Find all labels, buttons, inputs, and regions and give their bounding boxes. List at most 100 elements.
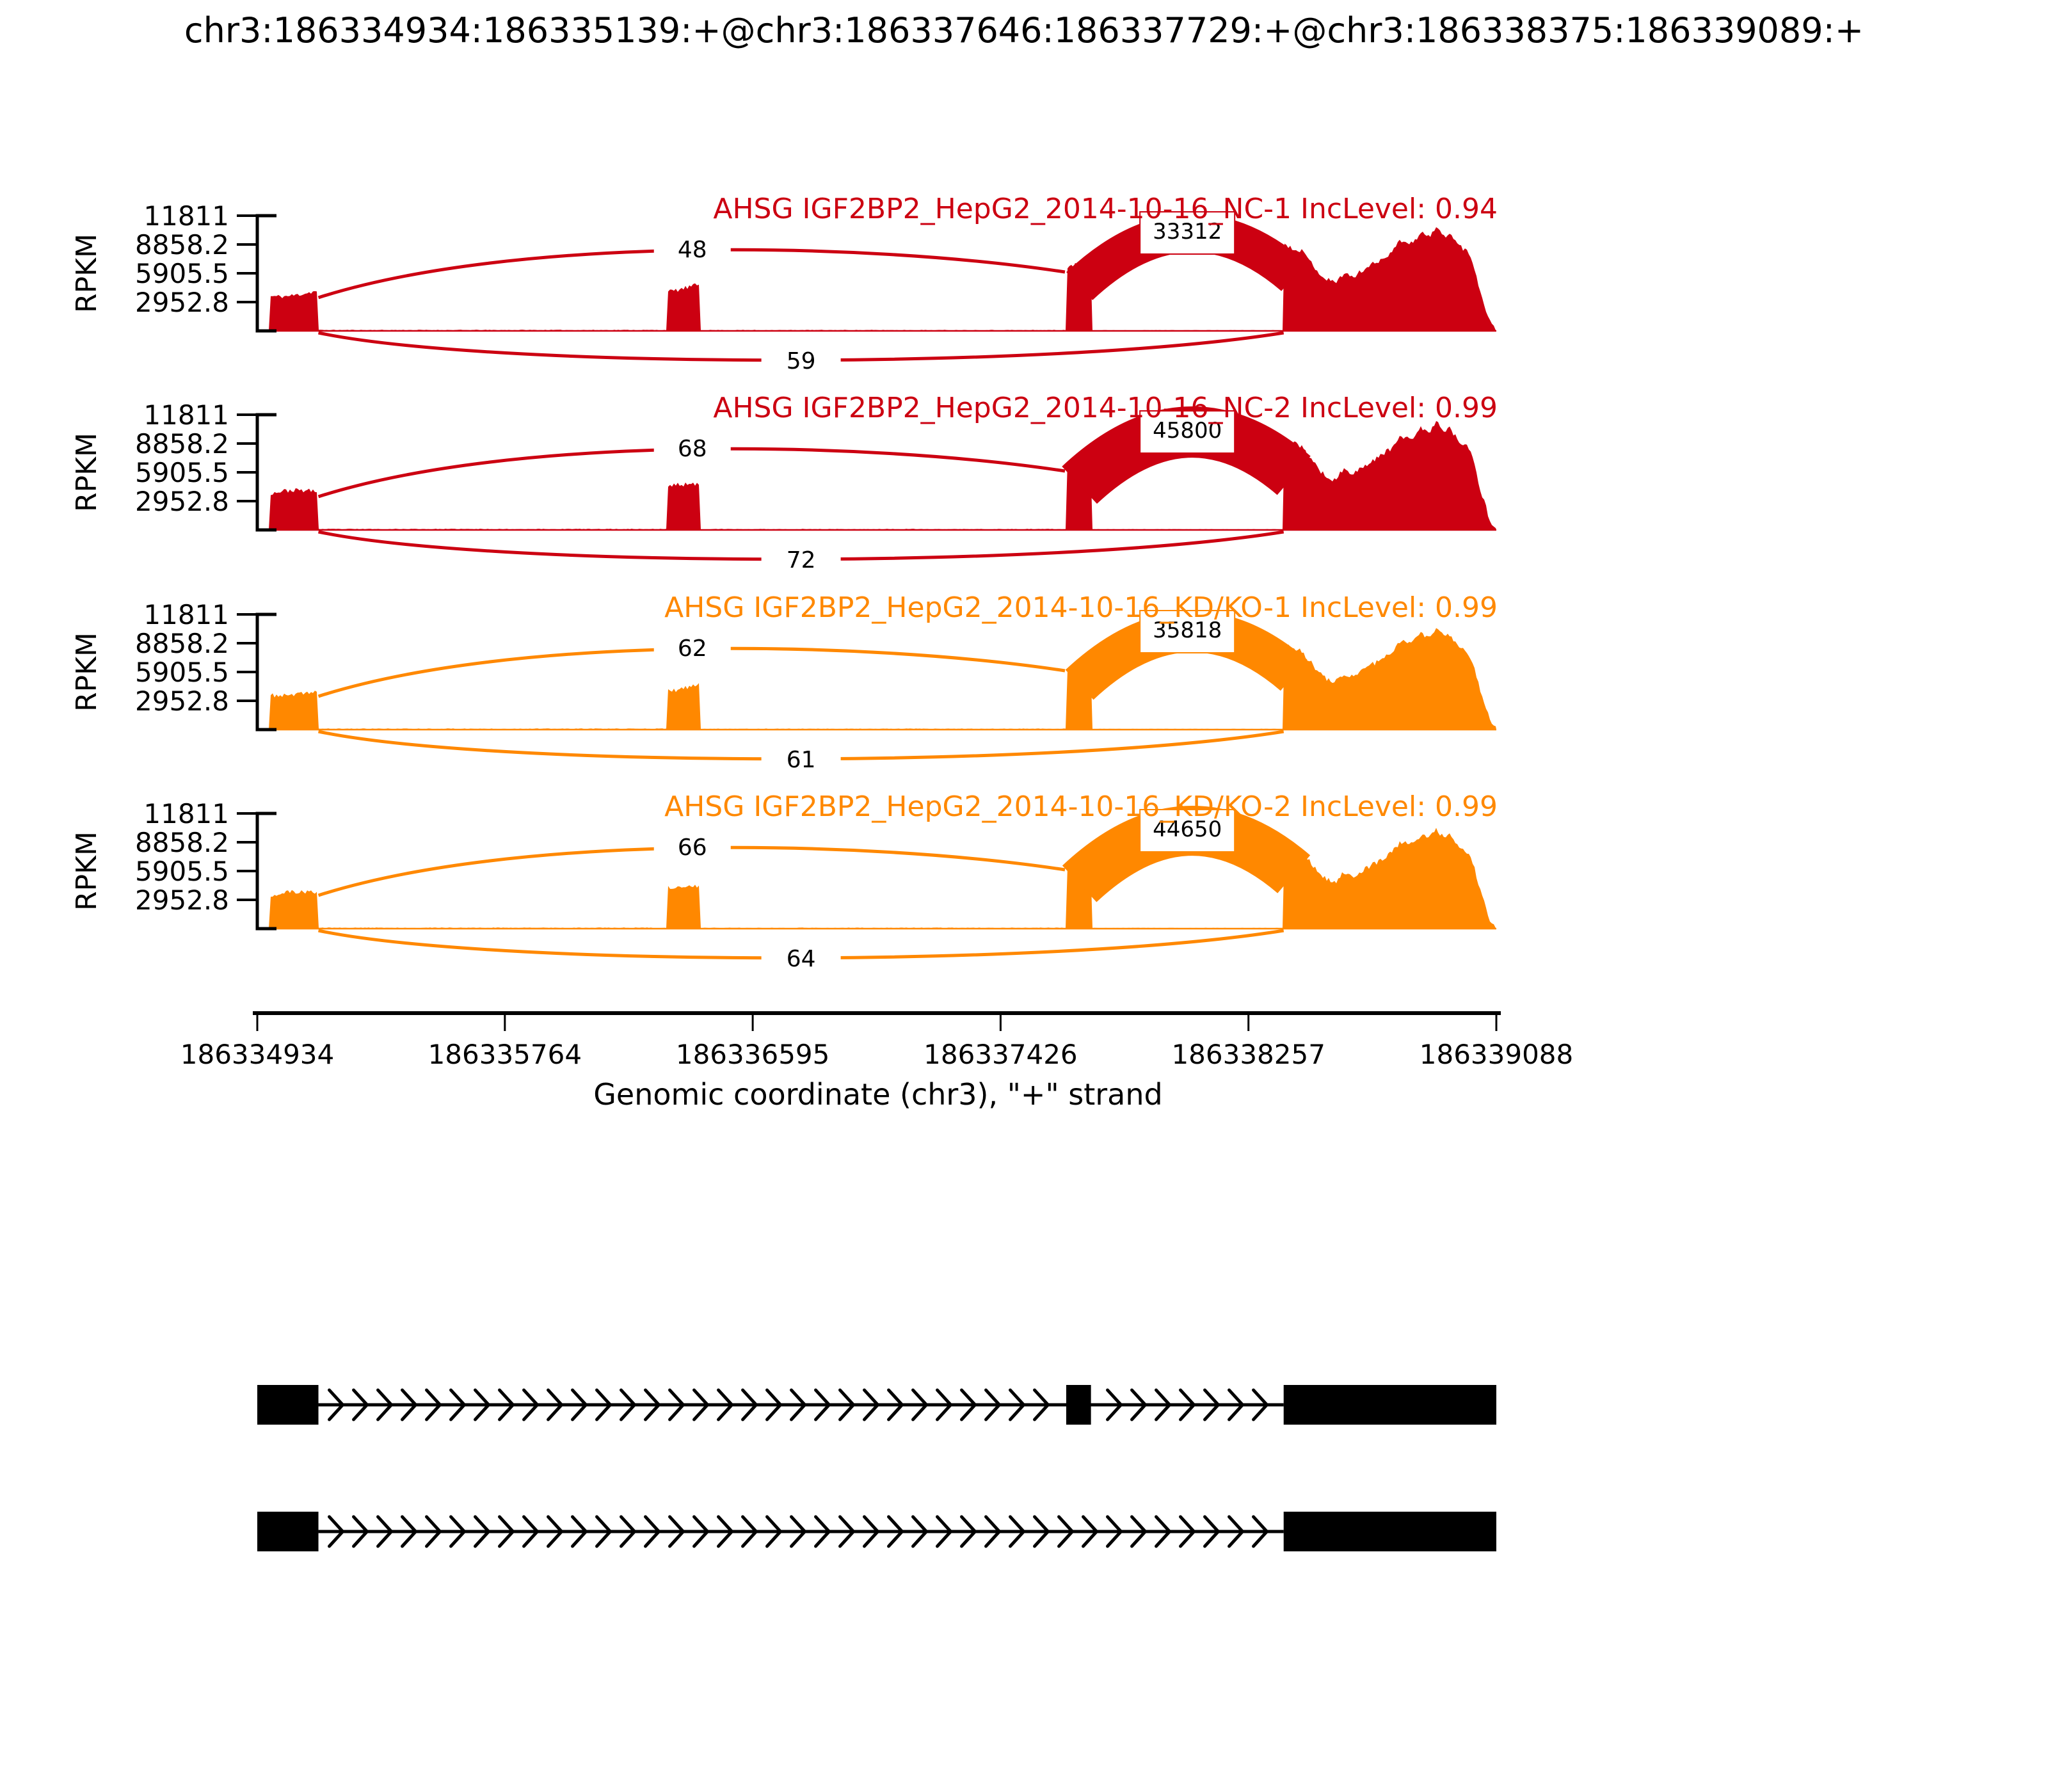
junction-label-gap [653,631,731,664]
strand-arrow [741,1388,758,1421]
strand-arrow [863,1388,880,1421]
strand-arrow [1130,1388,1148,1421]
strand-arrow [352,1388,369,1421]
track-title: AHSG IGF2BP2_HepG2_2014-10-16_KD/KO-1 In… [664,591,1498,624]
junction-count-box [1139,610,1236,653]
y-axis-title-group: RPKM [70,831,103,911]
track-title: AHSG IGF2BP2_HepG2_2014-10-16_NC-1 IncLe… [713,193,1498,225]
y-tick-label: 11811 [143,798,229,829]
x-tick-label: 186338257 [1171,1039,1325,1070]
strand-arrow [474,1388,491,1421]
junction-count-box [1139,211,1236,255]
strand-arrow [1228,1515,1245,1548]
strand-arrow [887,1388,904,1421]
strand-arrow [328,1515,345,1548]
y-tick-label: 5905.5 [135,457,229,488]
strand-arrow [328,1388,345,1421]
inclusion-isoform [257,1385,1496,1425]
strand-arrow [547,1388,564,1421]
strand-arrow [814,1388,831,1421]
y-axis-title-group: RPKM [70,632,103,712]
y-tick-label: 8858.2 [135,827,229,858]
exon-box [1283,1512,1496,1551]
junction-count-skipping: 61 [787,747,816,773]
strand-arrow [741,1515,758,1548]
strand-arrow [1057,1515,1075,1548]
y-tick-label: 8858.2 [135,628,229,659]
strand-arrow [644,1388,661,1421]
junction-count-inclusion-right: 44650 [1153,817,1222,842]
y-axis-title: RPKM [70,831,103,911]
junction-count-skipping: 59 [787,348,816,374]
coverage-area [257,420,1496,530]
strand-arrow [1009,1515,1026,1548]
strand-arrow [1106,1515,1123,1548]
junction-label-gap [761,743,841,775]
y-tick-label: 8858.2 [135,229,229,260]
strand-arrow [376,1388,394,1421]
exon-box [257,1385,319,1425]
x-tick-label: 186335764 [428,1039,582,1070]
junction-count-inclusion-left: 66 [678,835,707,861]
strand-arrow [1179,1515,1196,1548]
strand-arrow [498,1388,515,1421]
skipping-isoform [257,1512,1496,1551]
strand-arrow [692,1515,710,1548]
strand-arrow [936,1388,953,1421]
strand-arrow [595,1388,612,1421]
strand-arrow [668,1388,685,1421]
junction-count-inclusion-right: 45800 [1153,418,1222,444]
y-tick-label: 11811 [143,399,229,431]
strand-arrow [401,1388,418,1421]
strand-arrow [863,1515,880,1548]
strand-arrow [449,1388,467,1421]
junction-label-gap [761,543,841,575]
strand-arrow [571,1388,588,1421]
strand-arrow [620,1388,637,1421]
y-tick-label: 2952.8 [135,884,229,916]
strand-arrow [1203,1388,1220,1421]
strand-arrow [814,1515,831,1548]
exon-box [1283,1385,1496,1425]
junction-count-inclusion-right: 33312 [1153,219,1222,244]
strand-arrow [717,1388,734,1421]
y-tick-label: 5905.5 [135,856,229,887]
track-title: AHSG IGF2BP2_HepG2_2014-10-16_NC-2 IncLe… [713,392,1498,424]
strand-arrow [765,1515,783,1548]
junction-count-box [1139,410,1236,454]
strand-arrow [401,1515,418,1548]
strand-arrow [984,1388,1002,1421]
strand-arrow [790,1515,807,1548]
strand-arrow [1155,1388,1172,1421]
strand-arrow [425,1388,442,1421]
junction-count-inclusion-left: 68 [678,436,707,462]
strand-arrow [498,1515,515,1548]
junction-count-inclusion-right: 35818 [1153,618,1222,643]
strand-arrow [1155,1515,1172,1548]
strand-arrow [960,1388,977,1421]
strand-arrow [1082,1515,1099,1548]
strand-arrow [838,1515,856,1548]
junction-count-skipping: 64 [787,946,816,972]
x-tick-label: 186337426 [924,1039,1078,1070]
x-tick-label: 186334934 [180,1039,335,1070]
strand-arrow [595,1515,612,1548]
y-tick-label: 11811 [143,200,229,232]
y-axis-title-group: RPKM [70,234,103,313]
strand-arrow [1033,1388,1050,1421]
y-axis-title: RPKM [70,433,103,512]
strand-arrow [376,1515,394,1548]
strand-arrow [547,1515,564,1548]
track-title: AHSG IGF2BP2_HepG2_2014-10-16_KD/KO-2 In… [664,790,1498,823]
junction-count-inclusion-left: 62 [678,636,707,662]
y-tick-label: 5905.5 [135,258,229,289]
x-axis-title: Genomic coordinate (chr3), "+" strand [593,1077,1162,1112]
junction-label-gap [653,232,731,266]
junction-label-gap [761,344,841,376]
y-tick-label: 8858.2 [135,428,229,460]
junction-count-skipping: 72 [787,547,816,573]
